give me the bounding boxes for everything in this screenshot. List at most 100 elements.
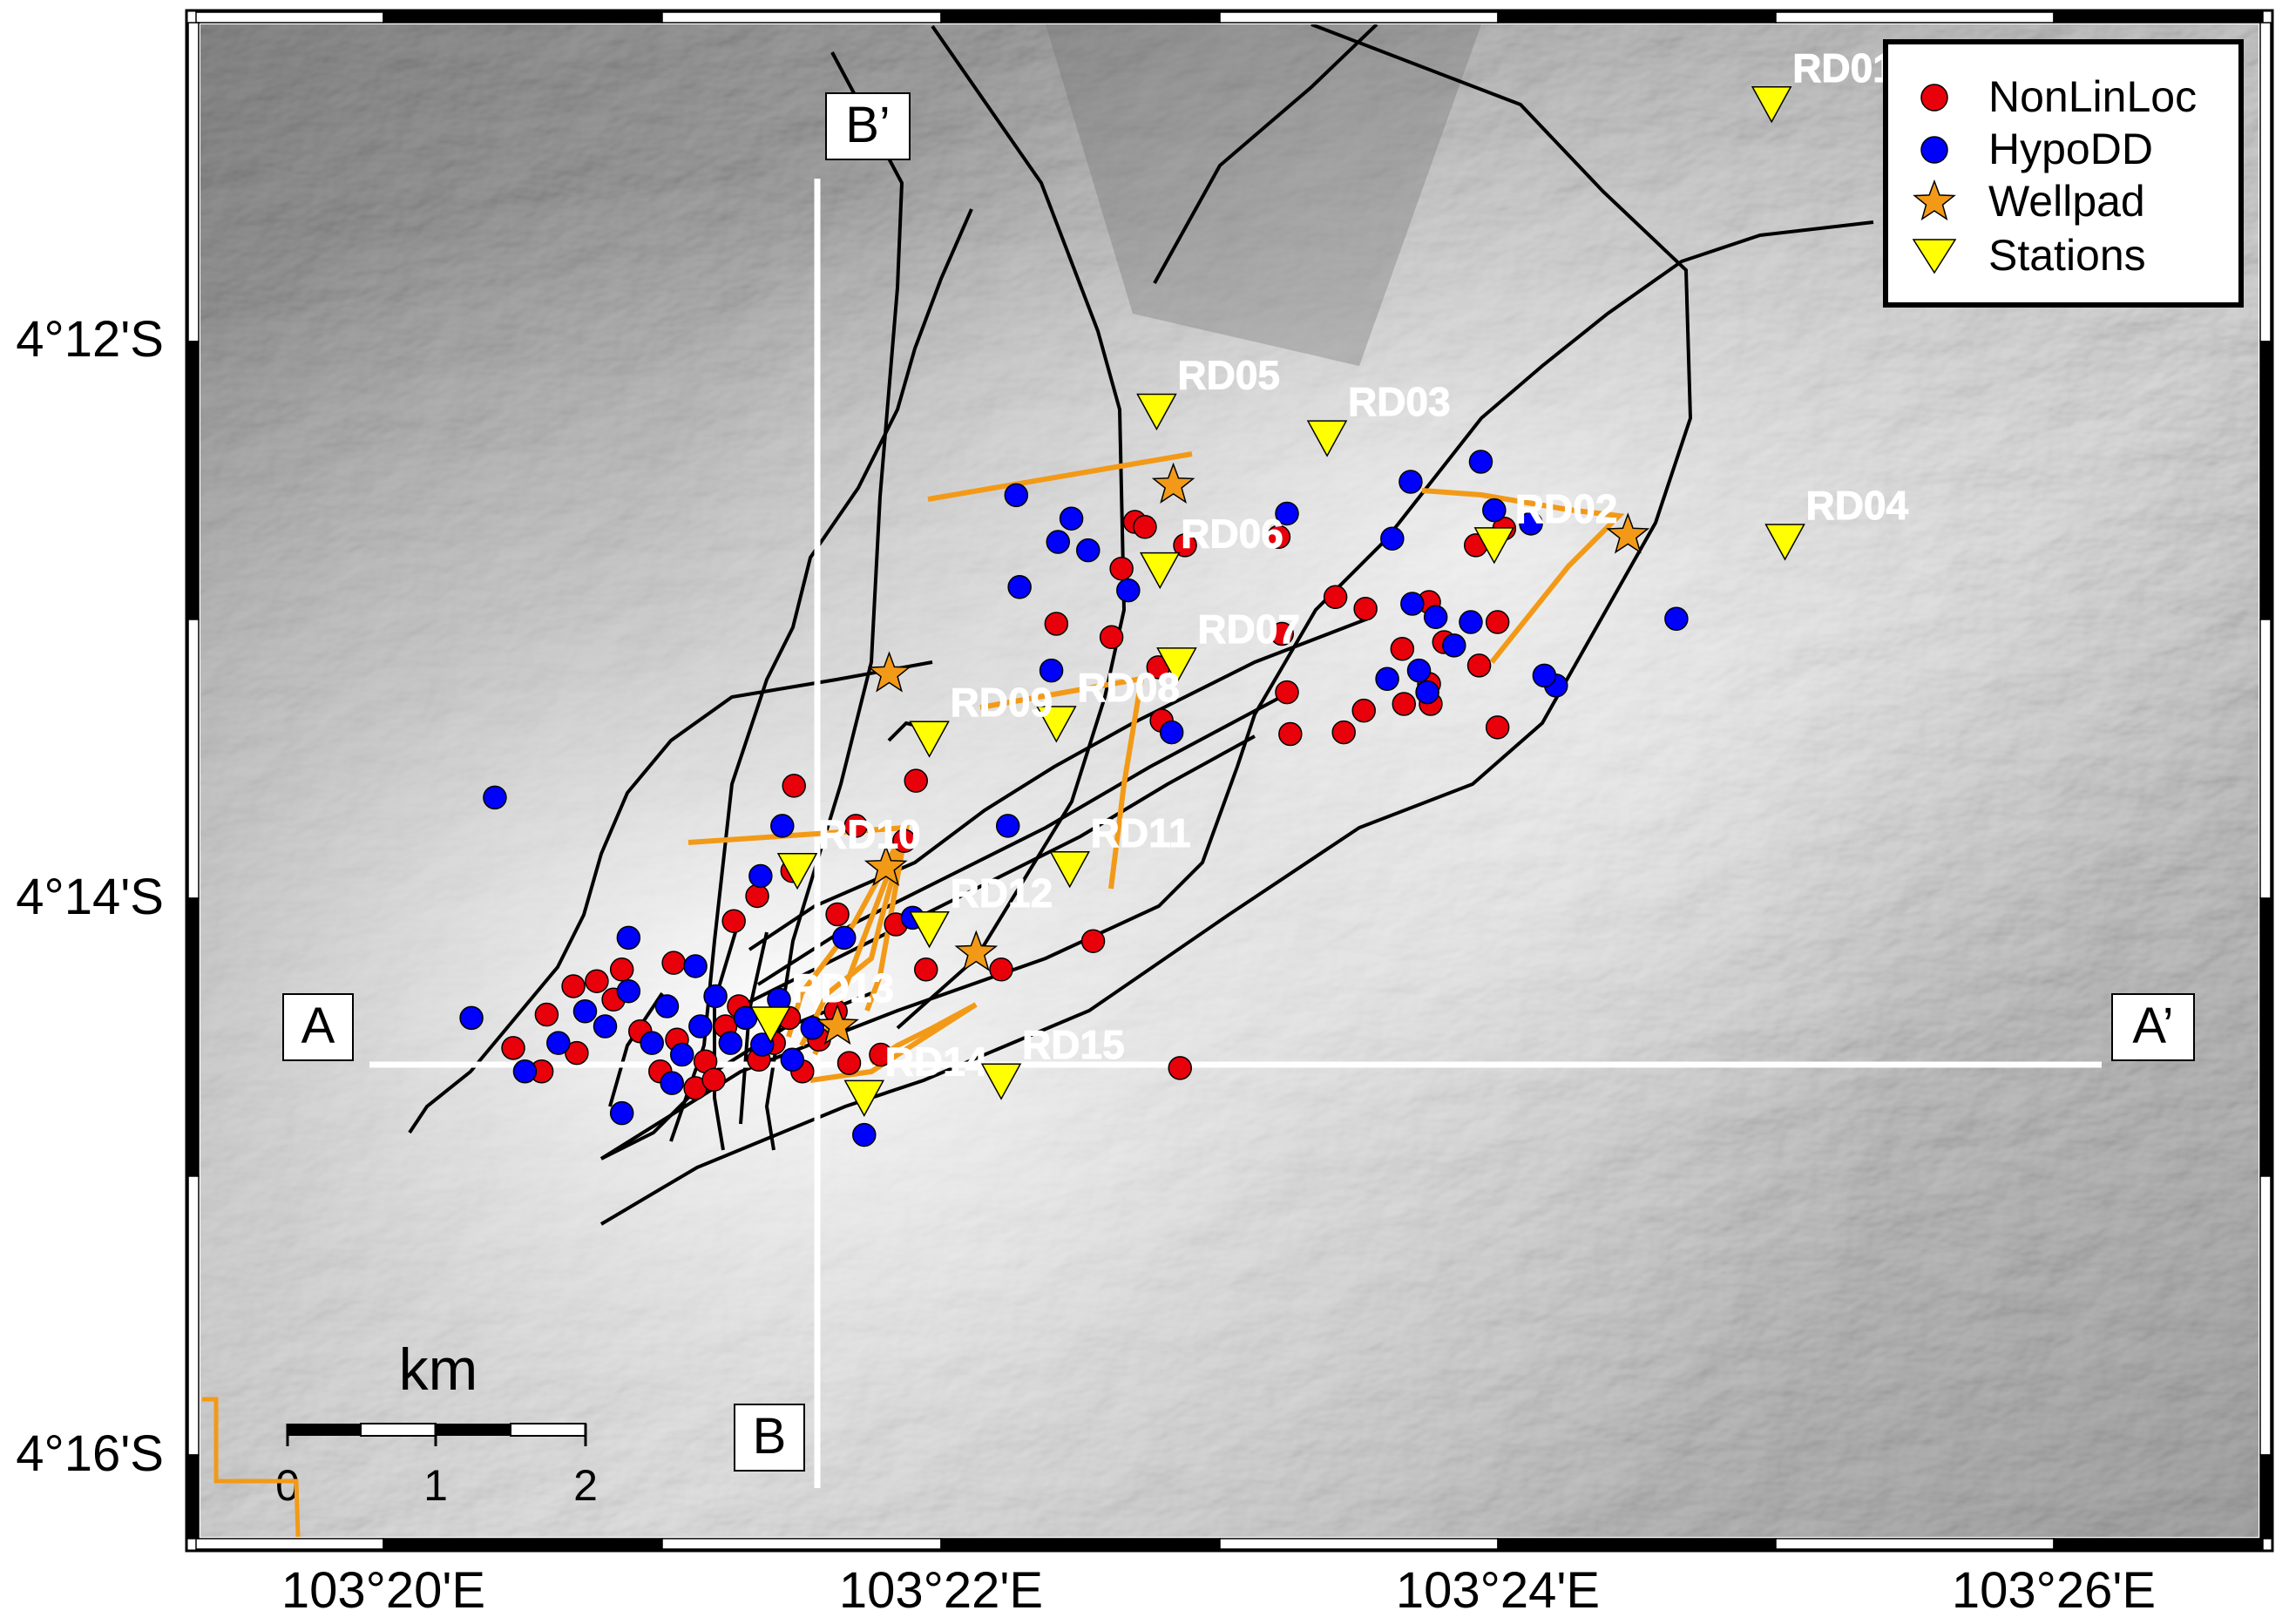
nonlinloc-event: [1351, 698, 1376, 723]
frame-segment: [383, 1538, 663, 1550]
nonlinloc-event: [1390, 636, 1415, 661]
y-axis-labels: 4°12'S 4°14'S 4°16'S: [16, 311, 164, 1482]
hypodd-events: [459, 450, 1689, 1147]
hypodd-event: [703, 984, 728, 1009]
x-tick-label: 103°20'E: [281, 1562, 485, 1619]
hypodd-event: [1519, 511, 1543, 536]
frame-checker-border: [187, 11, 2272, 1550]
nonlinloc-event: [701, 1067, 726, 1093]
hypodd-event: [1375, 667, 1399, 691]
hypodd-event: [654, 994, 680, 1018]
frame-segment: [2259, 1454, 2272, 1539]
hypodd-event: [780, 1047, 805, 1073]
nonlinloc-event: [1266, 524, 1291, 550]
hypodd-event: [1482, 497, 1507, 523]
station-label: RD15: [1022, 1022, 1125, 1067]
station-triangle-icon: [750, 1006, 791, 1044]
hypodd-event: [750, 1032, 775, 1057]
hypodd-event: [1116, 578, 1141, 603]
nonlinloc-event: [1044, 612, 1069, 636]
hypodd-event: [1468, 450, 1493, 474]
frame-segment: [2259, 619, 2272, 899]
frame-segment: [1775, 11, 2055, 24]
frame-segment: [187, 619, 200, 899]
legend-nonlinloc-icon: [1920, 84, 1948, 112]
hypodd-event: [1275, 501, 1299, 526]
frame-segment: [940, 1538, 1221, 1550]
hypodd-event: [640, 1031, 664, 1055]
scale-bar-unit: km: [399, 1336, 478, 1403]
frame-segment: [2053, 11, 2264, 24]
station-label: RD07: [1197, 606, 1300, 652]
nonlinloc-event: [1275, 680, 1299, 705]
frame-segment: [2259, 1175, 2272, 1456]
well-trajectories: [687, 451, 1625, 1083]
hypodd-event: [718, 1031, 743, 1055]
hypodd-event: [688, 1014, 713, 1039]
nonlinloc-event: [782, 774, 806, 798]
hypodd-event: [1004, 483, 1029, 508]
frame-segment: [940, 11, 1221, 24]
hypodd-event: [1459, 610, 1483, 634]
station-label: RD05: [1177, 353, 1280, 398]
nonlinloc-event: [1353, 596, 1378, 621]
nonlinloc-event: [661, 951, 686, 975]
hypodd-event: [1007, 575, 1032, 599]
nonlinloc-event: [1466, 653, 1492, 678]
y-tick-label: 4°12'S: [16, 311, 164, 368]
wellpad-star-icon: [863, 844, 908, 887]
station-label: RD14: [885, 1039, 988, 1084]
nonlinloc-event: [501, 1036, 525, 1060]
frame-segment: [187, 1175, 200, 1456]
legend: NonLinLoc HypoDD Wellpad Stations: [1883, 39, 2244, 308]
hypodd-event: [1532, 663, 1557, 688]
station-triangle-icon: [1036, 706, 1077, 743]
frame-segment: [1497, 11, 1777, 24]
station-label: RD03: [1348, 379, 1451, 424]
hypodd-event: [1423, 605, 1448, 630]
hypodd-event: [852, 1122, 877, 1147]
x-axis-labels: 103°20'E 103°22'E 103°24'E 103°26'E: [281, 1562, 2156, 1619]
station-markers: RD01 RD02 RD03 RD04 RD05 RD06 RD07 RD08 RD09 RD10…: [750, 44, 1909, 1117]
nonlinloc-event: [534, 1002, 559, 1027]
frame-segment: [1497, 1538, 1777, 1550]
nonlinloc-event: [1099, 625, 1124, 650]
station-triangle-icon: [1049, 851, 1090, 889]
hypodd-event: [800, 1016, 825, 1040]
station-label: RD06: [1181, 511, 1283, 557]
hypodd-event: [616, 925, 641, 951]
hypodd-event: [995, 814, 1020, 838]
station-triangle-icon: [1751, 86, 1792, 124]
station-label: RD08: [1077, 665, 1180, 710]
hypodd-event: [1076, 538, 1100, 563]
profile-b-start-label: B: [753, 1408, 787, 1465]
frame-segment: [1775, 1538, 2055, 1550]
frame-segment: [1219, 11, 1499, 24]
station-triangle-icon: [1156, 647, 1197, 685]
wellpad-star-icon: [1151, 462, 1195, 504]
hypodd-event: [483, 785, 507, 810]
station-triangle-icon: [909, 911, 950, 949]
nonlinloc-event: [609, 957, 634, 982]
nonlinloc-event: [904, 768, 928, 793]
legend-wellpad-star-icon: [1913, 179, 1956, 221]
hypodd-event: [683, 954, 708, 978]
hypodd-event: [512, 1059, 538, 1084]
nonlinloc-event: [836, 1051, 862, 1075]
station-triangle-icon: [1306, 420, 1348, 457]
wellpad-markers: [816, 462, 1650, 1045]
hypodd-event: [1059, 506, 1084, 531]
frame-segment: [2259, 897, 2272, 1177]
frame-segment: [195, 1538, 384, 1550]
frame-segment: [2259, 22, 2272, 342]
station-triangle-icon: [1764, 524, 1805, 561]
legend-stations-label: Stations: [1988, 231, 2146, 280]
nonlinloc-event: [1485, 610, 1510, 634]
hypodd-event: [1664, 606, 1689, 631]
y-tick-label: 4°14'S: [16, 869, 164, 925]
nonlinloc-event: [1173, 533, 1197, 558]
frame-segment: [661, 11, 942, 24]
hypodd-event: [669, 1042, 694, 1067]
nonlinloc-event: [585, 969, 609, 993]
nonlinloc-event: [869, 1042, 893, 1067]
